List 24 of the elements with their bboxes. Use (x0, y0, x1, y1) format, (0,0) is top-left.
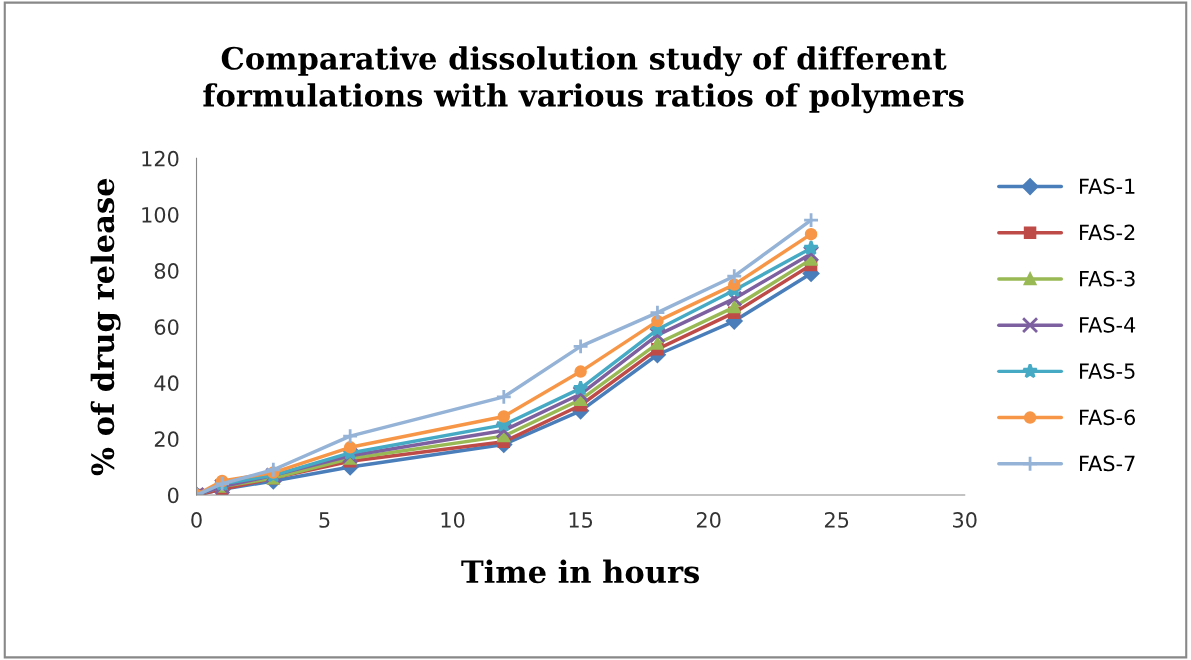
y-tick-label: 40 (154, 375, 179, 392)
x-tick-label: 10 (441, 512, 465, 528)
x-tick-label: 0 (191, 512, 202, 528)
x-tick-label: 20 (696, 512, 721, 528)
legend-label: FAS-6 (1080, 409, 1136, 426)
legend-label: FAS-4 (1080, 316, 1136, 333)
y-tick-label: 0 (167, 487, 179, 504)
x-axis-title: Time in hours (461, 559, 700, 584)
x-tick-label: 30 (953, 512, 977, 528)
y-tick-label: 120 (142, 150, 179, 167)
x-tick-label: 15 (569, 512, 593, 528)
chart-title: Comparative dissolution study of different formulations with various ratios of polymers (203, 46, 964, 114)
y-tick-label: 100 (142, 206, 179, 223)
legend-label: FAS-3 (1080, 270, 1135, 287)
legend-label: FAS-5 (1080, 363, 1135, 379)
legend-label: FAS-2 (1080, 224, 1135, 241)
x-tick-label: 5 (319, 512, 330, 528)
legend-label: FAS-1 (1080, 178, 1135, 195)
y-tick-label: 60 (154, 319, 179, 335)
x-tick-label: 25 (824, 512, 849, 528)
y-axis-title: % of drug release (90, 178, 121, 476)
y-tick-label: 80 (154, 263, 179, 279)
legend-label: FAS-7 (1080, 455, 1135, 472)
y-tick-label: 20 (154, 431, 179, 448)
